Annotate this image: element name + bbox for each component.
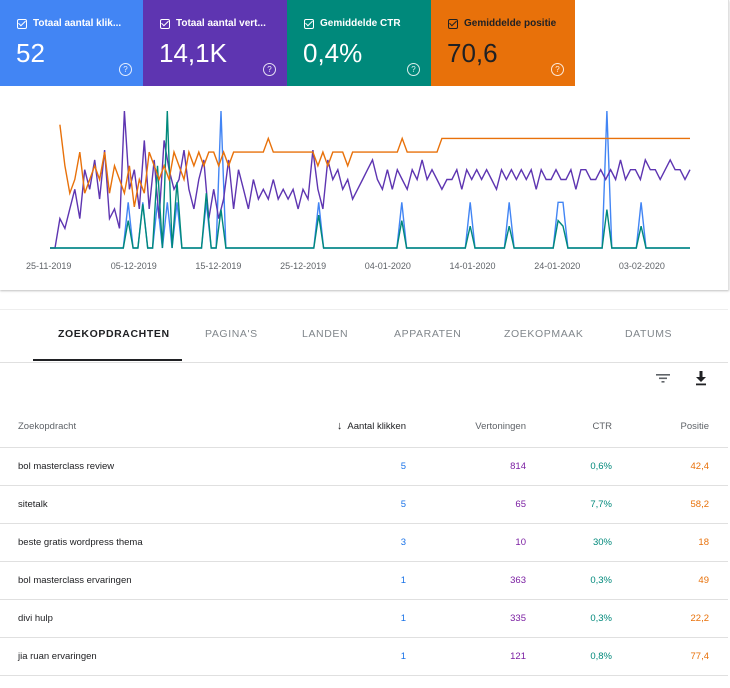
checkbox-icon[interactable] (304, 18, 314, 29)
tab-devices[interactable]: APPARATEN (394, 328, 462, 340)
metric-value: 14,1K (159, 38, 227, 68)
x-axis-tick-label: 25-11-2019 (26, 261, 71, 271)
metric-label: Gemiddelde CTR (320, 18, 401, 29)
metric-label: Gemiddelde positie (464, 18, 557, 29)
checkbox-icon[interactable] (17, 18, 27, 29)
column-header-position[interactable]: Positie (612, 405, 728, 448)
help-icon[interactable]: ? (551, 63, 564, 76)
download-icon[interactable] (693, 370, 709, 386)
x-axis-tick-label: 25-12-2019 (280, 261, 326, 271)
table-row[interactable]: sitetalk 5 65 7,7% 58,2 (0, 485, 728, 524)
filter-icon[interactable] (655, 370, 671, 386)
metric-card-ctr[interactable]: Gemiddelde CTR 0,4% ? (287, 0, 431, 86)
tab-search-appearance[interactable]: ZOEKOPMAAK (504, 328, 584, 340)
tab-bar: ZOEKOPDRACHTEN PAGINA'S LANDEN APPARATEN… (0, 309, 728, 363)
help-icon[interactable]: ? (407, 63, 420, 76)
x-axis-tick-label: 24-01-2020 (534, 261, 580, 271)
metric-value: 70,6 (447, 38, 498, 68)
table-row[interactable]: jia ruan ervaringen 1 121 0,8% 77,4 (0, 637, 728, 676)
metric-value: 52 (16, 38, 45, 68)
column-header-ctr[interactable]: CTR (526, 405, 612, 448)
table-header-row: Zoekopdracht ↓ Aantal klikken Vertoningen… (0, 405, 728, 448)
tab-pages[interactable]: PAGINA'S (205, 328, 258, 340)
column-header-clicks[interactable]: ↓ Aantal klikken (260, 405, 406, 448)
x-axis-tick-label: 14-01-2020 (450, 261, 496, 271)
x-axis-tick-label: 05-12-2019 (111, 261, 157, 271)
performance-card: Totaal aantal klik... 52 ? Totaal aantal… (0, 0, 729, 290)
metric-card-impressions[interactable]: Totaal aantal vert... 14,1K ? (143, 0, 287, 86)
checkbox-icon[interactable] (160, 18, 170, 29)
table-row[interactable]: divi hulp 1 335 0,3% 22,2 (0, 599, 728, 638)
table-row[interactable]: beste gratis wordpress thema 3 10 30% 18 (0, 523, 728, 562)
metric-label: Totaal aantal vert... (176, 18, 266, 29)
series-line (59, 124, 690, 208)
column-header-impressions[interactable]: Vertoningen (406, 405, 526, 448)
metric-value: 0,4% (303, 38, 363, 68)
column-header-query[interactable]: Zoekopdracht (0, 405, 260, 448)
queries-table: Zoekopdracht ↓ Aantal klikken Vertoningen… (0, 405, 728, 676)
tab-queries[interactable]: ZOEKOPDRACHTEN (58, 328, 170, 340)
table-row[interactable]: bol masterclass review 5 814 0,6% 42,4 (0, 447, 728, 486)
checkbox-icon[interactable] (448, 18, 458, 29)
help-icon[interactable]: ? (263, 63, 276, 76)
x-axis-tick-label: 04-01-2020 (365, 261, 411, 271)
x-axis-tick-label: 03-02-2020 (619, 261, 665, 271)
metric-card-position[interactable]: Gemiddelde positie 70,6 ? (431, 0, 575, 86)
table-row[interactable]: bol masterclass ervaringen 1 363 0,3% 49 (0, 561, 728, 600)
metric-label: Totaal aantal klik... (33, 18, 122, 29)
active-tab-indicator (33, 359, 182, 361)
help-icon[interactable]: ? (119, 63, 132, 76)
metric-card-clicks[interactable]: Totaal aantal klik... 52 ? (0, 0, 143, 86)
sort-arrow-icon: ↓ (336, 420, 343, 432)
x-axis-tick-label: 15-12-2019 (195, 261, 241, 271)
tab-countries[interactable]: LANDEN (302, 328, 349, 340)
performance-line-chart[interactable]: 25-11-2019 05-12-2019 15-12-2019 25-12-2019… (0, 86, 728, 286)
tab-dates[interactable]: DATUMS (625, 328, 673, 340)
series-line (50, 110, 690, 249)
